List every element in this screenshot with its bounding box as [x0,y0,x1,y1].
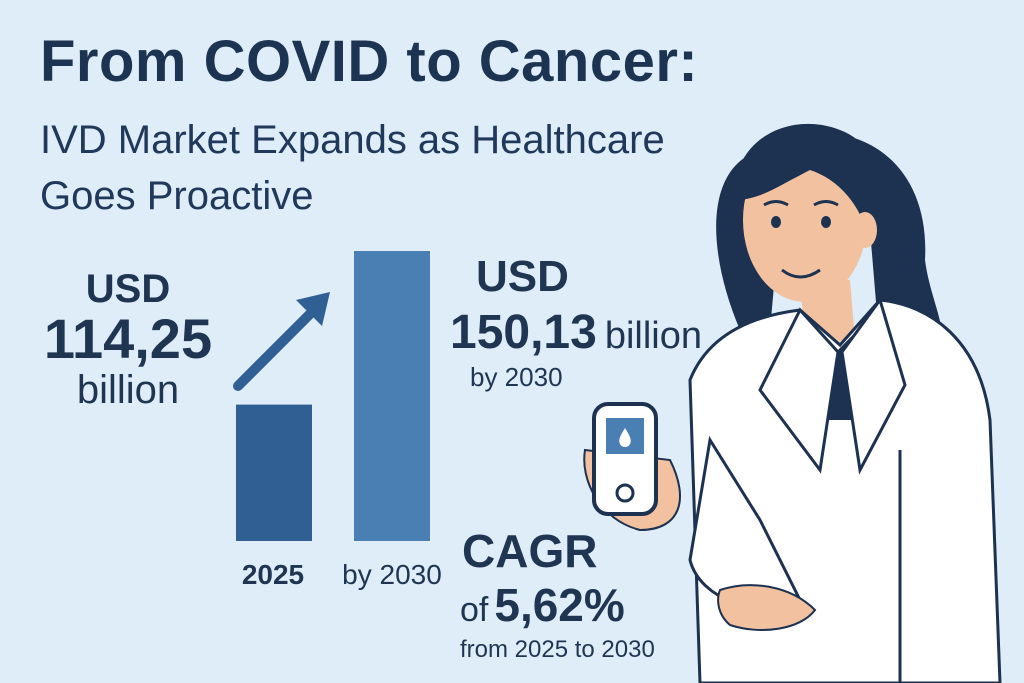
bar-2025 [236,404,312,541]
growth-arrow-head [296,292,330,326]
stat-2030: 150,13 billion [450,305,702,360]
cagr-prefix: of [460,591,489,629]
stat-2030-value: 150,13 [450,306,597,359]
stat-2025-value: 114,25 [43,307,213,370]
cagr-label: CAGR [462,525,598,577]
stat-2025: USD 114,25 billion [28,268,228,411]
page-subtitle: IVD Market Expands as Healthcare Goes Pr… [40,118,665,218]
x-tick-label-0: 2025 [242,559,304,590]
cagr-period: from 2025 to 2030 [460,636,655,663]
stat-2025-unit: billion [76,367,180,412]
page-title: From COVID to Cancer: [40,29,699,94]
stat-2030-unit: billion [604,315,702,357]
stat-2030-currency: USD [476,252,569,301]
x-tick-label-1: by 2030 [342,559,442,590]
stat-2025-currency: USD [85,267,171,311]
cagr-stat: of 5,62% [460,578,625,632]
growth-arrow-line [233,301,323,391]
cagr-value: 5,62% [494,579,625,631]
stat-2030-period: by 2030 [470,362,563,392]
bar-by-2030 [354,251,430,541]
